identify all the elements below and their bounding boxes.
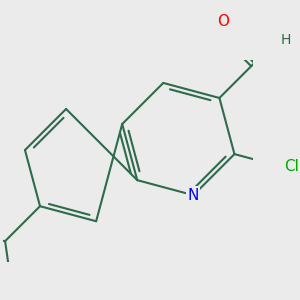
Text: H: H — [280, 34, 290, 47]
Text: Cl: Cl — [285, 159, 299, 174]
Text: O: O — [218, 14, 230, 29]
Text: N: N — [188, 188, 199, 203]
